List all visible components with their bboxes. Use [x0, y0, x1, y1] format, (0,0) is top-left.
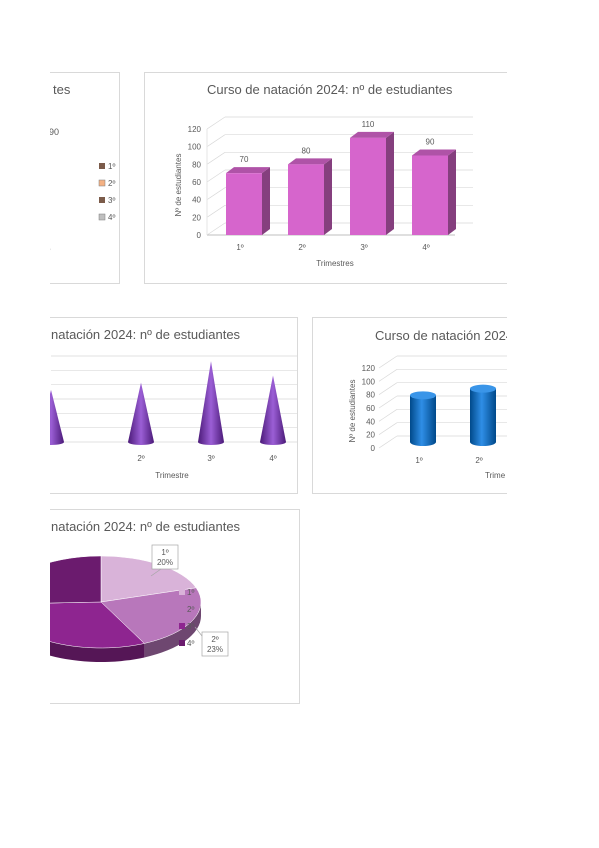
chart-1-plot: 90 º 1º 2º 3º 4º — [50, 127, 115, 256]
legend-swatch — [179, 606, 185, 612]
chart-3-frame[interactable]: natación 2024: nº de estudiantes 1º2º3º4… — [50, 317, 298, 494]
chart-4-cylinder[interactable] — [470, 384, 496, 446]
chart-2-frame[interactable]: Curso de natación 2024: nº de estudiante… — [144, 72, 507, 284]
legend-label: 1º — [187, 588, 194, 597]
svg-text:23%: 23% — [207, 645, 223, 654]
legend-label: 2º — [187, 605, 194, 614]
legend-label: 4º — [187, 639, 194, 648]
pie-slice-3[interactable] — [50, 601, 145, 649]
chart-4-y-tick-label: 60 — [366, 404, 375, 413]
pie-data-label-1: 1º 20% — [150, 544, 179, 577]
chart-3-cone[interactable] — [128, 382, 154, 445]
chart-3-x-tick-label: 4º — [269, 454, 276, 463]
legend-swatch — [179, 589, 185, 595]
chart-3-x-axis-title: Trimestre — [155, 471, 189, 480]
legend-swatch — [179, 623, 185, 629]
chart-2-y-tick-label: 0 — [197, 231, 202, 240]
chart-1-tick-label: º — [50, 246, 51, 256]
chart-5-plot: 1º 20% 2º 23% 1º 2º 3º 4º — [50, 544, 229, 662]
chart-4-y-tick-label: 80 — [366, 391, 375, 400]
chart-2-data-label: 110 — [362, 120, 375, 129]
chart-1-data-label: 90 — [50, 127, 59, 137]
chart-2-y-tick-label: 80 — [192, 160, 201, 169]
chart-2-y-tick-label: 40 — [192, 196, 201, 205]
chart-4-cylinder[interactable] — [410, 391, 436, 446]
legend-swatch-1 — [99, 163, 105, 169]
pie-slice-4[interactable] — [50, 555, 102, 604]
legend-swatch — [179, 640, 185, 646]
legend-swatch-4 — [98, 213, 106, 221]
legend-label-2: 2º — [108, 179, 115, 188]
chart-2-y-tick-label: 60 — [192, 178, 201, 187]
chart-2-title: Curso de natación 2024: nº de estudiante… — [207, 82, 453, 97]
chart-4-y-tick-label: 20 — [366, 431, 375, 440]
chart-1-legend: 1º 2º 3º 4º — [98, 162, 115, 222]
chart-4-plot: 0 20 40 60 80 100 120 1º 2º Nº de estudiantes Tr… — [348, 355, 507, 480]
chart-5-title: natación 2024: nº de estudiantes — [51, 519, 241, 534]
chart-2-x-axis-title: Trimestres — [316, 259, 353, 268]
chart-4-frame[interactable]: Curso de natación 2024 0 20 40 60 80 100 120 1º… — [312, 317, 507, 494]
chart-2-plot: 0 20 40 60 80 100 120 70 1º 80 2º 110 3º 90 4º Nº de e… — [174, 116, 473, 268]
chart-2-x-tick-label: 4º — [422, 243, 429, 252]
chart-1-frame[interactable]: tes 90 º 1º 2º 3º 4º — [50, 72, 120, 284]
legend-label: 3º — [187, 622, 194, 631]
svg-text:20%: 20% — [157, 558, 173, 567]
chart-3-cone[interactable] — [260, 375, 286, 446]
legend-label-3: 3º — [108, 196, 115, 205]
chart-1-title: tes — [53, 82, 71, 97]
chart-2-bar[interactable] — [412, 149, 456, 236]
legend-swatch-2 — [98, 179, 106, 187]
pie-slice-2[interactable] — [100, 587, 202, 644]
legend-swatch-3 — [99, 197, 105, 203]
svg-text:2º: 2º — [211, 635, 218, 644]
chart-4-title: Curso de natación 2024 — [375, 328, 507, 343]
chart-2-x-tick-label: 2º — [298, 243, 305, 252]
chart-2-bar[interactable] — [226, 167, 270, 235]
chart-4-x-tick-label: 2º — [475, 456, 482, 465]
chart-5-legend: 1º 2º 3º 4º — [179, 588, 194, 648]
pie-slice-side — [50, 641, 145, 662]
spreadsheet-viewport: tes 90 º 1º 2º 3º 4º Curso de natación 2… — [50, 0, 507, 848]
chart-3-cone[interactable] — [50, 389, 64, 445]
chart-2-y-tick-label: 120 — [188, 125, 202, 134]
legend-label-4: 4º — [108, 213, 115, 222]
chart-2-x-tick-label: 1º — [236, 243, 243, 252]
chart-2-data-label: 80 — [302, 146, 311, 155]
chart-2-data-label: 70 — [240, 155, 249, 164]
legend-label-1: 1º — [108, 162, 115, 171]
chart-5-frame[interactable]: natación 2024: nº de estudiantes 1º 20% … — [50, 509, 300, 704]
chart-2-y-tick-label: 20 — [192, 213, 201, 222]
chart-4-x-tick-label: 1º — [415, 456, 422, 465]
chart-3-x-tick-label: 3º — [207, 454, 214, 463]
chart-2-y-tick-label: 100 — [188, 143, 202, 152]
chart-4-x-axis-title: Trime — [485, 471, 506, 480]
chart-4-y-tick-label: 0 — [371, 444, 376, 453]
chart-2-y-axis-title: Nº de estudiantes — [174, 154, 183, 217]
pie-data-label-2: 2º 23% — [194, 626, 229, 657]
pie-slice-side — [144, 602, 201, 658]
chart-2-bar[interactable] — [288, 158, 332, 235]
svg-text:1º: 1º — [161, 548, 168, 557]
chart-4-y-tick-label: 40 — [366, 417, 375, 426]
chart-4-y-tick-label: 120 — [362, 364, 376, 373]
chart-3-title: natación 2024: nº de estudiantes — [51, 327, 241, 342]
chart-2-bar[interactable] — [350, 131, 394, 235]
chart-4-y-tick-label: 100 — [362, 377, 376, 386]
chart-3-cone[interactable] — [198, 361, 224, 445]
chart-4-y-axis-title: Nº de estudiantes — [348, 380, 357, 443]
chart-2-x-tick-label: 3º — [360, 243, 367, 252]
chart-2-data-label: 90 — [426, 138, 435, 147]
chart-3-x-tick-label: 2º — [137, 454, 144, 463]
